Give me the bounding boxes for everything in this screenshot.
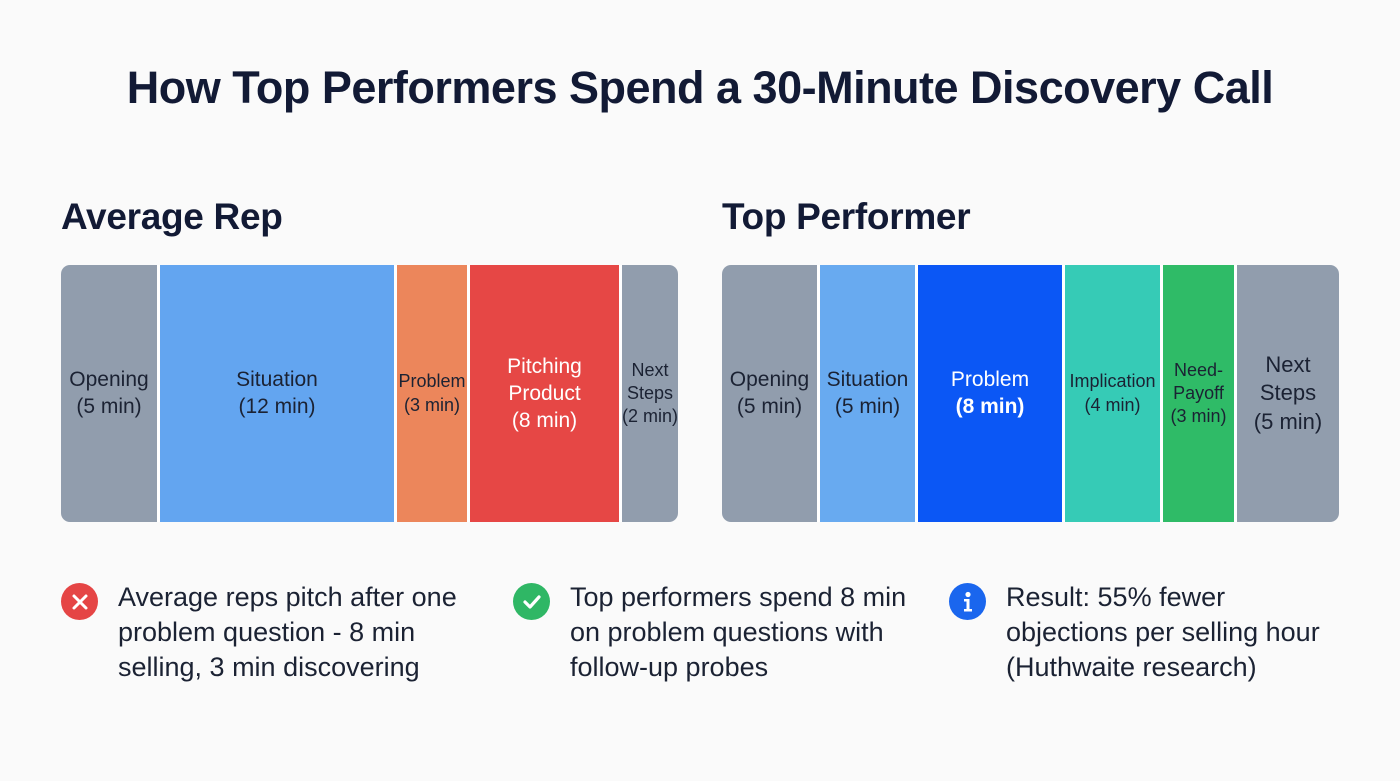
note-text: Result: 55% fewer objections per selling… — [1006, 582, 1320, 682]
note-text: Top performers spend 8 min on problem qu… — [570, 582, 907, 682]
segment-label: Pitching Product — [507, 354, 582, 405]
segment-label: Opening — [729, 367, 810, 391]
segment-duration: (2 min) — [622, 406, 678, 427]
segment-duration: (5 min) — [1253, 408, 1323, 434]
segment-label: Situation — [826, 367, 909, 391]
segment-duration: (8 min) — [955, 394, 1025, 418]
segment-situation: Situation (12 min) — [160, 265, 394, 522]
page-title: How Top Performers Spend a 30-Minute Dis… — [126, 62, 1274, 113]
segment-label: Next Steps — [1259, 352, 1317, 406]
segment-duration: (3 min) — [403, 394, 460, 415]
segment-next-steps: Next Steps (5 min) — [1237, 265, 1339, 522]
top-performer-timeline-bar: Opening (5 min) Situation (5 min) Proble… — [722, 265, 1339, 522]
panel-title-top-performer: Top Performer — [722, 196, 971, 237]
segment-duration: (12 min) — [238, 394, 316, 418]
segment-opening: Opening (5 min) — [61, 265, 157, 522]
segment-duration: (4 min) — [1084, 394, 1141, 415]
segment-label: Need-Payoff — [1173, 359, 1224, 403]
segment-pitching-product: Pitching Product (8 min) — [470, 265, 619, 522]
segment-duration: (5 min) — [76, 394, 142, 418]
info-circle-icon — [949, 583, 986, 620]
x-circle-icon — [61, 583, 98, 620]
note-top-performer: Top performers spend 8 min on problem qu… — [513, 580, 913, 685]
segment-duration: (8 min) — [511, 409, 578, 433]
average-rep-panel: Average Rep Opening (5 min) Situation (1… — [61, 196, 678, 522]
segment-duration: (3 min) — [1170, 406, 1227, 427]
segment-next-steps: Next Steps (2 min) — [622, 265, 678, 522]
segment-implication: Implication (4 min) — [1065, 265, 1160, 522]
segment-label: Problem — [398, 371, 466, 392]
top-performer-panel: Top Performer Opening (5 min) Situation … — [722, 196, 1339, 522]
segment-duration: (5 min) — [736, 394, 803, 418]
segment-label: Implication — [1069, 371, 1156, 392]
segment-opening: Opening (5 min) — [722, 265, 817, 522]
segment-situation: Situation (5 min) — [820, 265, 915, 522]
segment-label: Next Steps — [626, 359, 674, 403]
panel-title-average-rep: Average Rep — [61, 196, 283, 237]
segment-need-payoff: Need-Payoff (3 min) — [1163, 265, 1234, 522]
note-text: Average reps pitch after one problem que… — [118, 582, 457, 682]
note-average-rep: Average reps pitch after one problem que… — [61, 580, 481, 685]
segment-problem: Problem (8 min) — [918, 265, 1062, 522]
segment-label: Opening — [69, 367, 149, 391]
check-circle-icon — [513, 583, 550, 620]
segment-duration: (5 min) — [834, 394, 901, 418]
segment-label: Situation — [236, 367, 318, 391]
segment-label: Problem — [950, 367, 1030, 391]
segment-problem: Problem (3 min) — [397, 265, 467, 522]
average-rep-timeline-bar: Opening (5 min) Situation (12 min) Probl… — [61, 265, 678, 522]
note-result: Result: 55% fewer objections per selling… — [949, 580, 1349, 685]
